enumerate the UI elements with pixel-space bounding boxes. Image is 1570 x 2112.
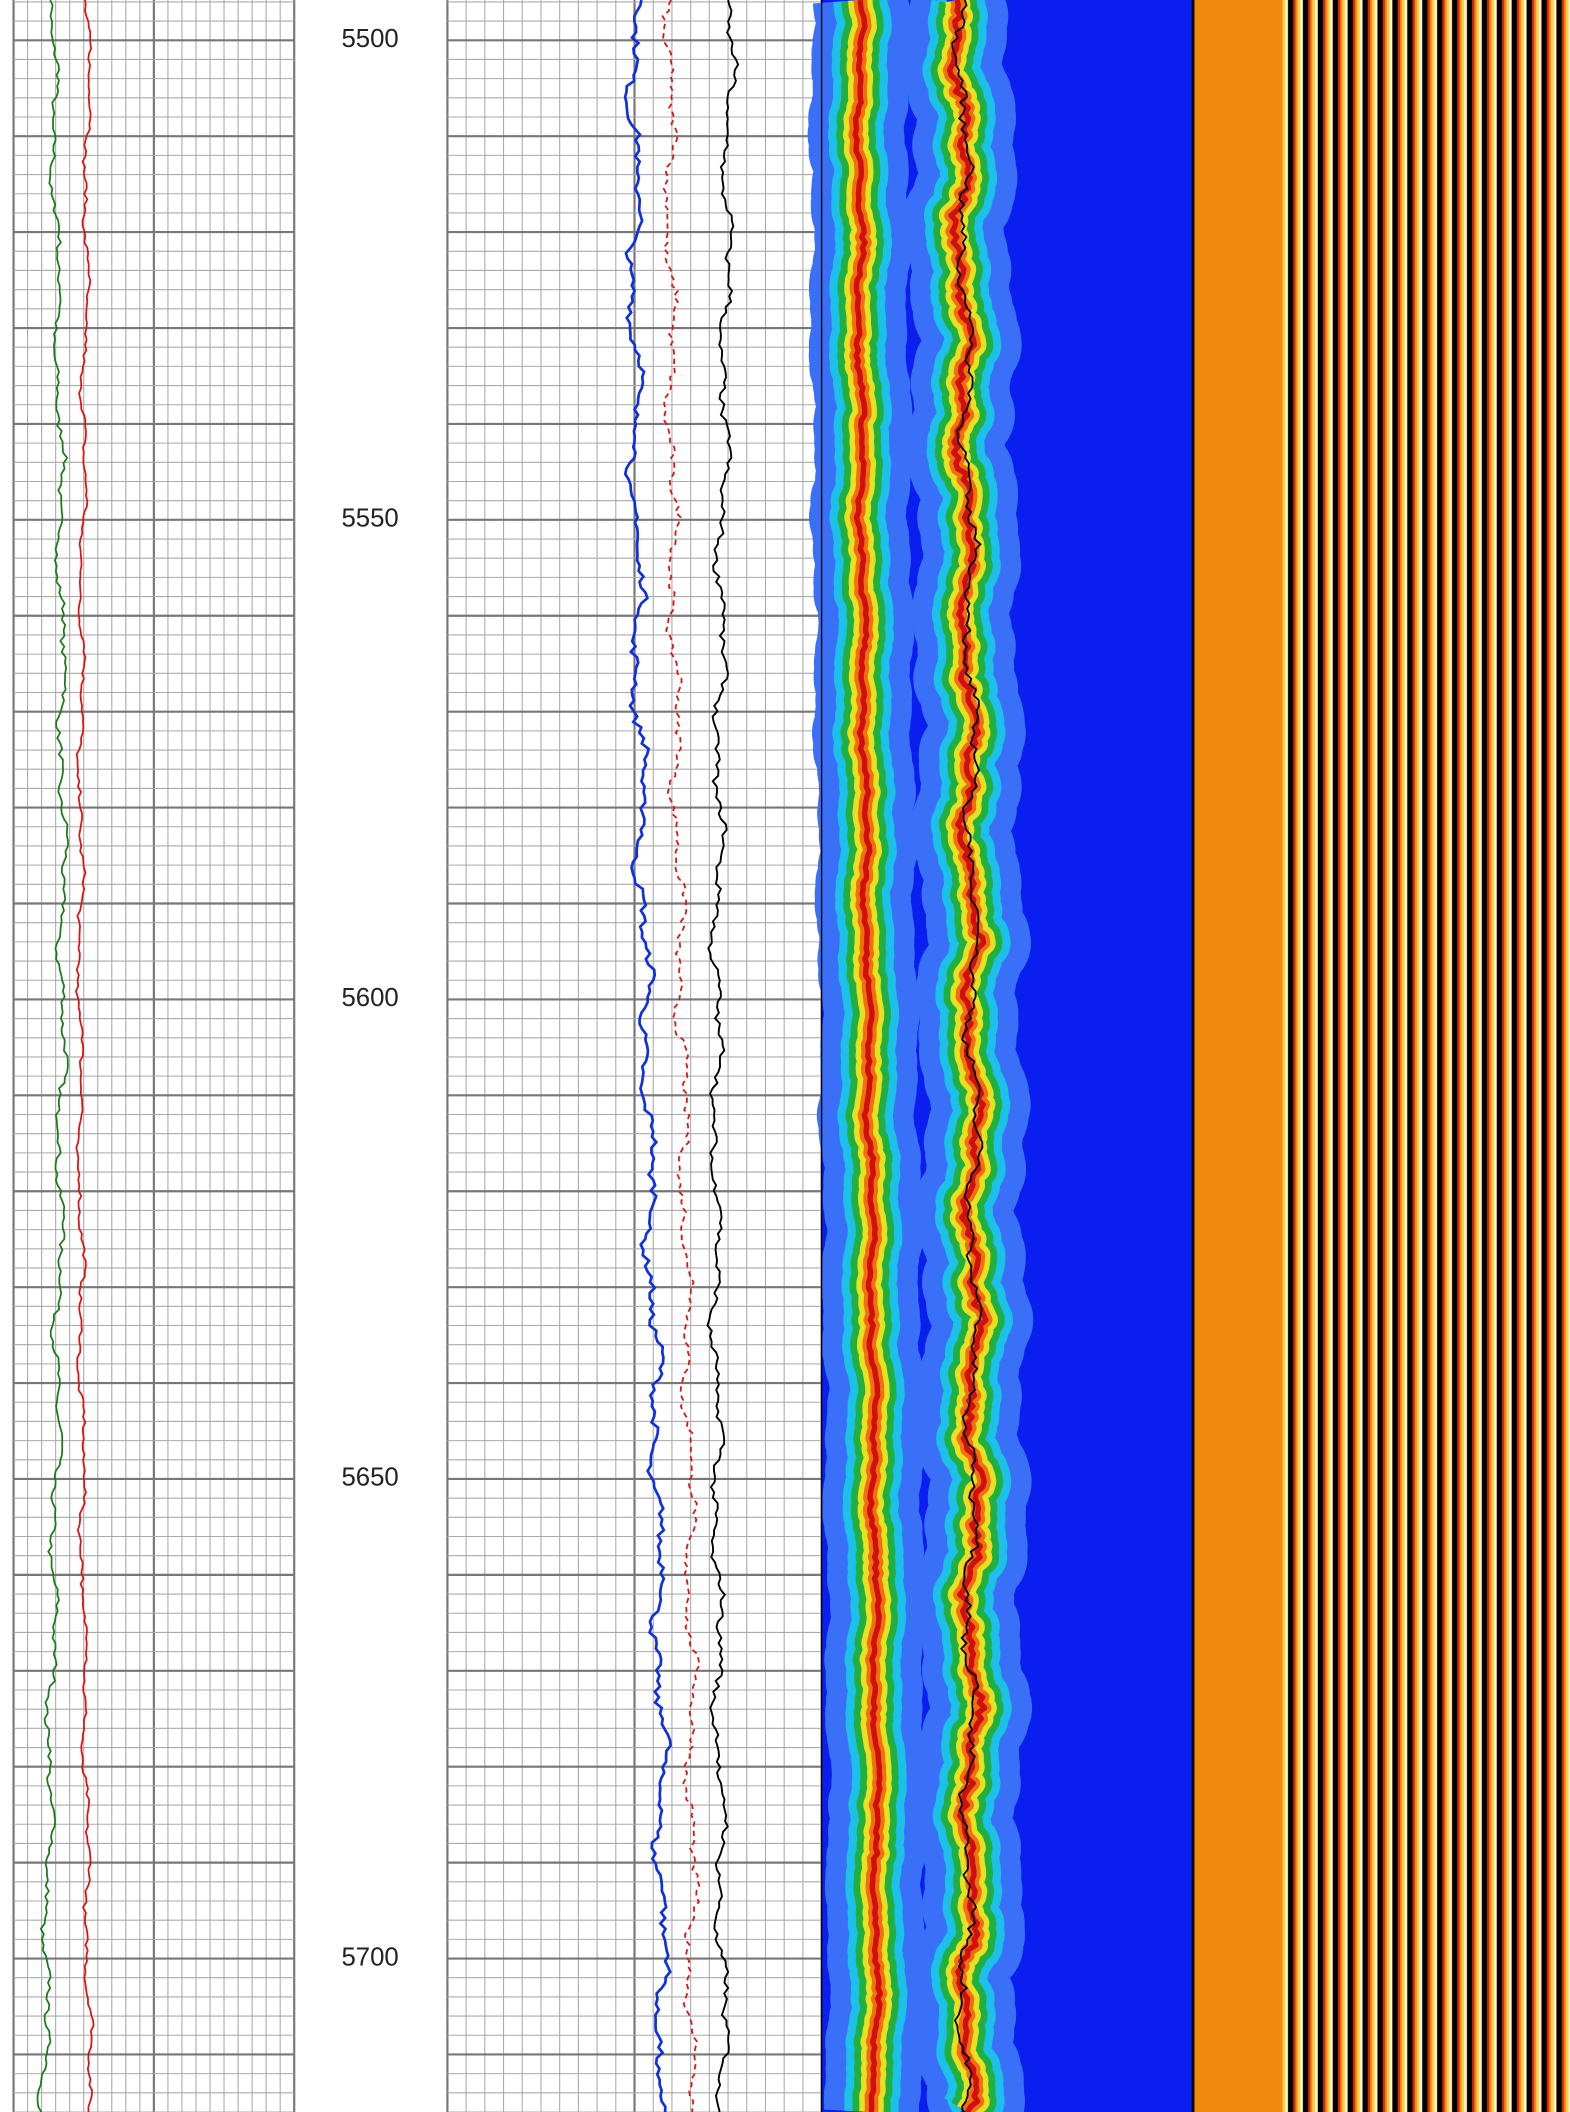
grid (12, 0, 823, 2112)
resistivity-curve (74, 0, 95, 2112)
depth-label: 5700 (341, 1943, 398, 1971)
stripe-image (1281, 0, 1570, 2112)
black-curve (706, 0, 740, 2112)
blue-curve (623, 0, 672, 2112)
depth-label: 5550 (341, 505, 398, 533)
image-band (852, 0, 884, 2112)
red-dashed-curve (661, 0, 701, 2112)
depth-label: 5500 (341, 25, 398, 53)
image-track (807, 0, 1570, 2112)
gamma-curve (36, 0, 69, 2112)
depth-label: 5600 (341, 984, 398, 1012)
image-curve (951, 0, 984, 2112)
depth-labels: 5500 5550 5600 5650 5700 (341, 25, 398, 1971)
depth-label: 5650 (341, 1464, 398, 1492)
curves (36, 0, 740, 2112)
